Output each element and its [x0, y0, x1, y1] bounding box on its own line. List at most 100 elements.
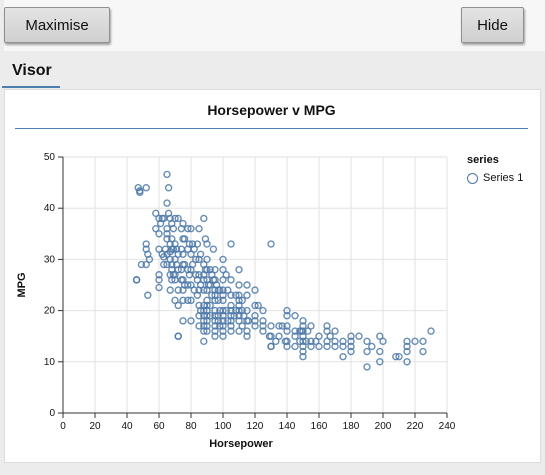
data-point [203, 312, 211, 320]
data-point [299, 332, 307, 340]
data-point [376, 332, 384, 340]
data-point [272, 337, 280, 346]
data-point [224, 317, 232, 325]
x-tick-label: 100 [215, 421, 232, 432]
data-point [193, 240, 202, 248]
y-tick-label: 10 [44, 357, 56, 368]
data-point [174, 286, 182, 294]
data-point [142, 184, 150, 192]
data-point [203, 296, 211, 305]
data-point [379, 337, 387, 346]
x-tick-label: 180 [343, 421, 360, 432]
data-point [184, 224, 192, 233]
data-point [163, 199, 171, 207]
data-point [219, 255, 227, 264]
data-point [219, 265, 227, 274]
data-point [211, 265, 219, 274]
data-point [419, 347, 427, 356]
data-point [216, 322, 224, 330]
hide-button[interactable]: Hide [461, 7, 524, 43]
data-point [168, 260, 176, 269]
data-point [315, 342, 323, 351]
data-point [243, 306, 251, 315]
data-point [155, 283, 163, 292]
data-point [196, 250, 205, 258]
data-point [171, 296, 179, 305]
data-point [302, 337, 310, 346]
data-point [187, 281, 195, 289]
data-point [267, 342, 275, 351]
data-point [200, 327, 208, 335]
legend-item-series-1[interactable]: Series 1 [467, 171, 523, 185]
data-point [251, 286, 259, 294]
data-point [368, 342, 376, 351]
data-point [331, 337, 339, 346]
data-point [259, 322, 267, 330]
data-point [211, 332, 219, 340]
data-point [227, 306, 235, 315]
data-point [291, 342, 299, 351]
data-point [174, 265, 182, 274]
data-point [254, 301, 262, 310]
data-point [331, 327, 339, 335]
data-point [395, 352, 403, 361]
data-point [347, 337, 355, 346]
data-point [163, 170, 171, 179]
data-point [200, 286, 208, 294]
data-point [164, 184, 173, 192]
data-point [203, 265, 211, 274]
y-tick-label: 0 [49, 408, 55, 419]
data-point [206, 301, 214, 310]
data-point [203, 317, 211, 325]
data-point [331, 342, 339, 351]
title-divider [15, 128, 528, 129]
tab-visor[interactable]: Visor [2, 51, 60, 88]
data-point [376, 347, 384, 356]
data-point [219, 322, 227, 330]
data-point [227, 317, 235, 325]
data-point [219, 276, 227, 284]
data-point [174, 250, 182, 258]
data-point [243, 291, 251, 299]
data-point [144, 291, 152, 299]
data-point [187, 250, 195, 258]
data-point [203, 255, 211, 264]
x-tick-label: 40 [121, 421, 133, 432]
x-tick-label: 120 [247, 421, 264, 432]
data-point [283, 327, 291, 335]
data-point [169, 224, 178, 233]
data-point [188, 260, 197, 269]
data-point [203, 301, 211, 310]
data-point [326, 332, 334, 340]
data-point [299, 337, 307, 346]
data-point [190, 245, 198, 253]
data-point [347, 342, 355, 351]
data-point [243, 281, 251, 289]
data-point [323, 337, 331, 346]
data-point [363, 347, 371, 356]
data-point [152, 209, 160, 218]
data-point [219, 327, 227, 335]
data-point [283, 306, 291, 315]
data-point [283, 322, 291, 330]
data-point [235, 317, 243, 325]
toolbar: Maximise Hide [4, 0, 545, 51]
data-point [339, 352, 347, 361]
data-point [163, 235, 171, 243]
data-point [227, 276, 235, 284]
data-point [185, 240, 194, 248]
data-point [187, 317, 195, 325]
data-point [219, 291, 227, 299]
data-point [283, 312, 291, 320]
data-point [203, 322, 211, 330]
x-tick-label: 220 [407, 421, 424, 432]
data-point [235, 327, 243, 335]
y-axis-title: MPG [16, 272, 28, 297]
data-point [403, 347, 411, 356]
y-tick-label: 50 [44, 152, 56, 163]
data-point [307, 342, 315, 351]
data-point [211, 327, 219, 335]
maximise-button[interactable]: Maximise [4, 7, 110, 43]
tab-bar: Visor [0, 51, 545, 88]
y-tick-label: 30 [44, 254, 56, 265]
